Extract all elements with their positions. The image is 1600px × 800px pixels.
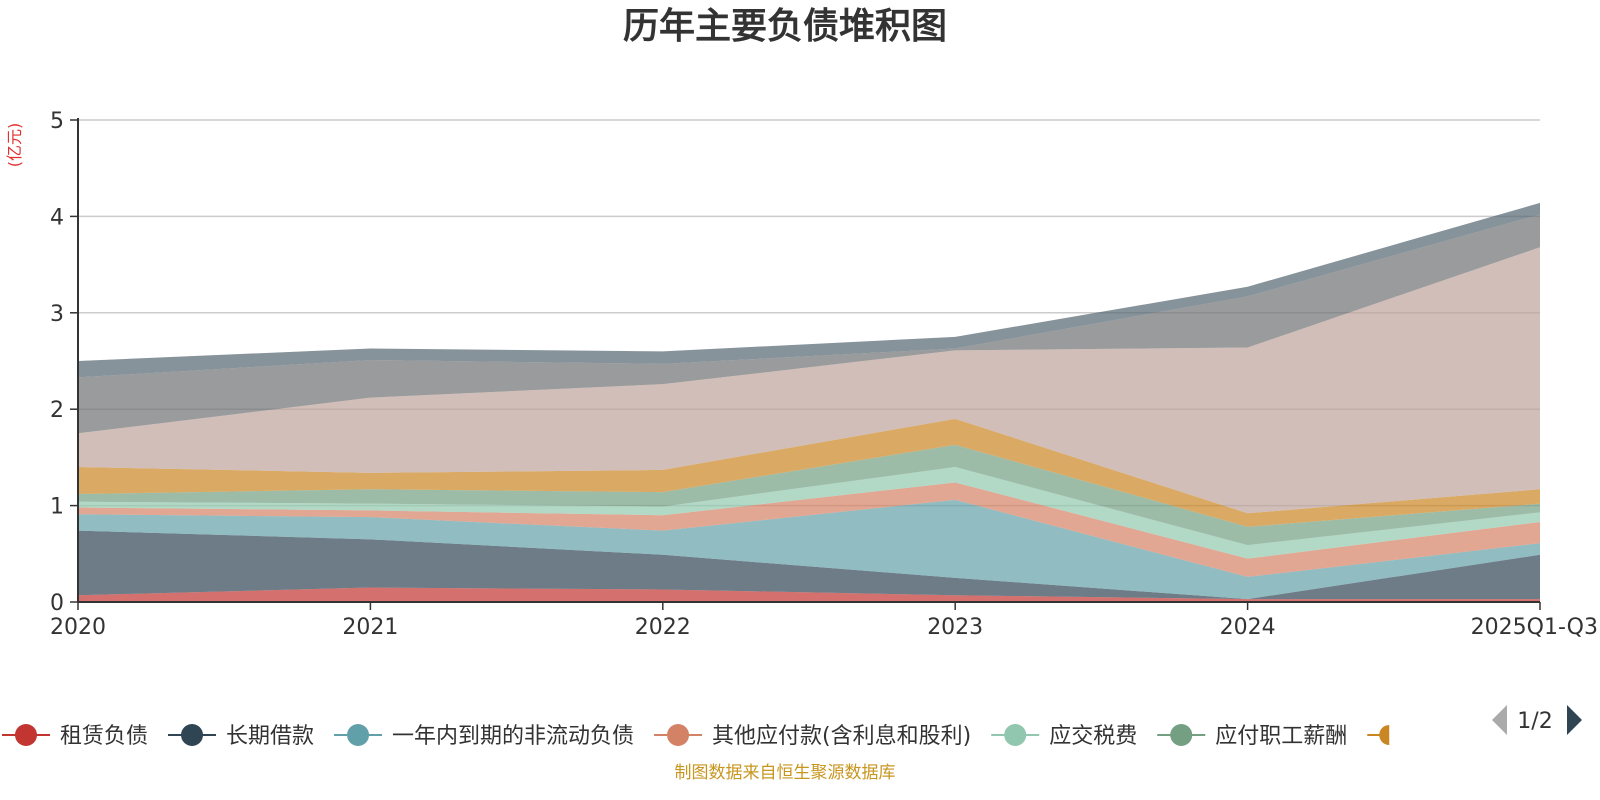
area-series-band [78,214,1540,434]
y-tick-label: 2 [50,398,64,423]
area-series-band [78,499,1540,600]
legend-prev-icon[interactable] [1492,705,1507,735]
unit-label: (亿元) [5,123,24,168]
legend-marker-icon [1170,724,1193,746]
legend-label: 一年内到期的非流动负债 [392,724,634,749]
legend-next-icon[interactable] [1567,705,1582,735]
x-tick-label: 2023 [927,615,983,640]
legend-marker-icon [667,724,690,746]
legend-marker-icon [15,724,37,746]
legend-label: 长期借款 [226,724,314,749]
legend-marker-icon [181,724,204,746]
legend-marker-icon [347,724,370,746]
y-tick-label: 5 [50,109,64,134]
area-series-band [78,444,1540,546]
area-series-band [78,247,1540,514]
legend-item[interactable]: 应付职工薪酬 [1157,724,1347,749]
legend-item[interactable]: 长期借款 [168,724,314,749]
legend-label: 其他应付款(含利息和股利) [712,724,971,749]
area-series-band [78,202,1540,378]
axes: 0 1 2 3 4 5 2020 2021 2022 2023 2024 2025Q1-Q3 [50,109,1598,640]
x-tick-label: 2020 [50,615,106,640]
area-series-band [78,530,1540,600]
x-tick-label: 2022 [635,615,691,640]
legend: 租赁负债 长期借款 一年内到期的非流动负债 其他应付款(含利息和股利) 应交税费 应付职工… [2,724,1390,749]
legend-page-indicator: 1/2 [1517,709,1552,734]
area-series-band [78,482,1540,577]
area-series-band [78,587,1540,602]
area-series-band [78,418,1540,527]
chart-title: 历年主要负债堆积图 [623,6,947,47]
legend-marker-icon [1379,725,1390,745]
x-tick-label: 2025Q1-Q3 [1471,615,1598,640]
area-series [78,202,1540,602]
data-source-note: 制图数据来自恒生聚源数据库 [675,763,896,783]
legend-label: 应交税费 [1049,724,1137,749]
x-tick-label: 2024 [1220,615,1276,640]
y-tick-label: 4 [50,205,64,230]
legend-item[interactable]: 其他应付款(含利息和股利) [654,724,971,749]
y-tick-label: 3 [50,302,64,327]
legend-pager: 1/2 [1492,705,1582,735]
legend-label: 租赁负债 [60,724,148,749]
y-tick-label: 0 [50,591,64,616]
legend-marker-icon [1004,724,1027,746]
area-series-band [78,467,1540,559]
legend-item[interactable]: 应交税费 [991,724,1137,749]
legend-item[interactable]: 租赁负债 [2,724,148,749]
legend-label: 应付职工薪酬 [1215,724,1347,749]
x-tick-label: 2021 [342,615,398,640]
legend-item[interactable]: 一年内到期的非流动负债 [334,724,634,749]
legend-item-partial [1367,725,1390,745]
y-tick-label: 1 [50,495,64,520]
